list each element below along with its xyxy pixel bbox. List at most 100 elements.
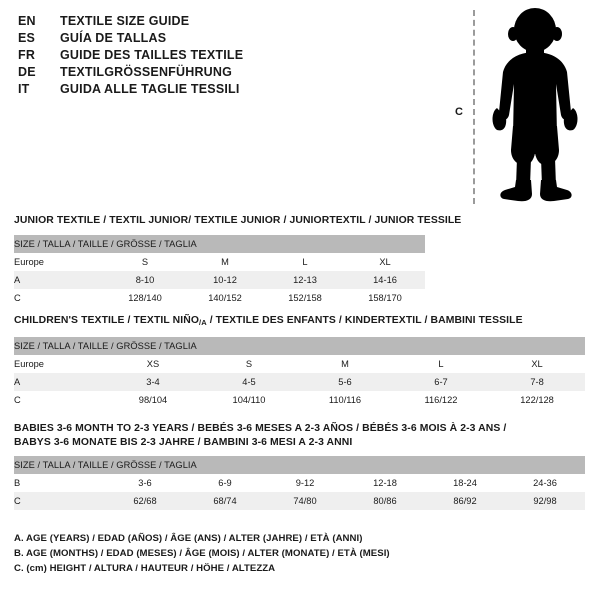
language-title-es: GUÍA DE TALLAS [60,31,167,45]
language-code-es: ES [18,31,36,45]
table-header-row: SIZE / TALLA / TAILLE / GRÖSSE / TAGLIA [14,336,586,355]
height-dashed-line [473,10,475,204]
cell-value: S [141,256,149,267]
section-junior: JUNIOR TEXTILE / TEXTIL JUNIOR/ TEXTILE … [14,214,461,307]
table-header-row: SIZE / TALLA / TAILLE / GRÖSSE / TAGLIA [14,456,586,474]
section-children: CHILDREN'S TEXTILE / TEXTIL NIÑO/A / TEX… [14,314,586,409]
cell-value: 18-24 [453,478,477,488]
table-row: Europe S M L XL [14,253,425,271]
language-title-it: GUIDA ALLE TAGLIE TESSILI [60,82,240,96]
cell-value: 3-4 [105,372,201,391]
children-title-post: / TEXTILE DES ENFANTS / KINDERTEXTIL / B… [206,315,523,326]
cell-value: 12-18 [373,478,397,488]
row-label: Europe [14,256,44,267]
language-title-fr: GUIDE DES TAILLES TEXTILE [60,48,244,62]
language-code-fr: FR [18,48,36,62]
cell-value: 24-36 [533,478,557,488]
cell-value: 92/98 [505,492,586,510]
cell-value: 10-12 [185,270,265,289]
table-row: B 3-6 6-9 9-12 12-18 18-24 24-36 [14,474,585,492]
cell-value: 14-16 [345,270,426,289]
cell-value: 4-5 [201,372,297,391]
row-label: B [14,478,21,488]
language-title-de: TEXTILGRÖSSENFÜHRUNG [60,65,233,79]
cell-value: 116/122 [424,394,458,405]
cell-value: XL [379,256,391,267]
section-babies-title: BABIES 3-6 MONTH TO 2-3 YEARS / BEBÉS 3-… [14,422,585,449]
babies-title-line2: BABYS 3-6 MONATE BIS 2-3 JAHRE / BAMBINI… [14,436,353,448]
language-header-block: EN TEXTILE SIZE GUIDE ES GUÍA DE TALLAS … [18,14,243,99]
table-row: A 8-10 10-12 12-13 14-16 [14,270,426,289]
row-label: Europe [14,358,44,369]
toddler-silhouette-icon [492,8,578,202]
language-row-de: DE TEXTILGRÖSSENFÜHRUNG [18,65,243,82]
cell-value: 104/110 [232,394,266,405]
cell-value: 140/152 [208,292,242,303]
row-label: C [14,292,21,303]
row-label: C [14,394,21,405]
cell-value: S [245,358,253,369]
legend-item-c: C. (cm) HEIGHT / ALTURA / HAUTEUR / HÖHE… [14,563,276,574]
junior-header-bar: SIZE / TALLA / TAILLE / GRÖSSE / TAGLIA [14,234,426,253]
table-row: C 128/140 140/152 152/158 158/170 [14,289,425,307]
cell-value: 8-10 [105,270,185,289]
row-label: A [14,270,105,289]
language-row-en: EN TEXTILE SIZE GUIDE [18,14,243,31]
children-header-bar: SIZE / TALLA / TAILLE / GRÖSSE / TAGLIA [14,336,586,355]
measurement-legend: A. AGE (YEARS) / EDAD (AÑOS) / ÂGE (ANS)… [14,531,390,576]
cell-value: 62/68 [105,492,185,510]
row-label: A [14,372,105,391]
language-row-fr: FR GUIDE DES TAILLES TEXTILE [18,48,243,65]
junior-size-table: SIZE / TALLA / TAILLE / GRÖSSE / TAGLIA … [14,234,426,307]
language-code-de: DE [18,65,36,79]
children-title-sub: /A [199,318,207,328]
cell-value: 68/74 [185,492,265,510]
section-babies: BABIES 3-6 MONTH TO 2-3 YEARS / BEBÉS 3-… [14,422,586,510]
cell-value: 6-9 [218,478,232,488]
cell-value: XL [531,358,543,369]
language-title-en: TEXTILE SIZE GUIDE [60,14,190,28]
cell-value: 86/92 [425,492,505,510]
cell-value: XS [146,358,160,369]
cell-value: L [438,358,444,369]
cell-value: M [341,358,349,369]
row-label: C [14,492,105,510]
cell-value: L [302,256,308,267]
language-row-it: IT GUIDA ALLE TAGLIE TESSILI [18,82,243,99]
cell-value: 6-7 [393,372,489,391]
table-header-row: SIZE / TALLA / TAILLE / GRÖSSE / TAGLIA [14,234,426,253]
babies-title-line1: BABIES 3-6 MONTH TO 2-3 YEARS / BEBÉS 3-… [14,423,507,434]
cell-value: 80/86 [345,492,425,510]
cell-value: 3-6 [138,478,152,488]
height-measure-label: C [455,106,463,118]
section-children-title: CHILDREN'S TEXTILE / TEXTIL NIÑO/A / TEX… [14,314,585,330]
language-code-en: EN [18,14,36,28]
table-row: C 62/68 68/74 74/80 80/86 86/92 92/98 [14,492,586,510]
section-junior-title: JUNIOR TEXTILE / TEXTIL JUNIOR/ TEXTILE … [14,215,462,226]
cell-value: 122/128 [520,394,554,405]
height-measure-figure: C [440,0,600,210]
cell-value: M [221,256,229,267]
babies-header-bar: SIZE / TALLA / TAILLE / GRÖSSE / TAGLIA [14,456,586,474]
legend-item-b: B. AGE (MONTHS) / EDAD (MESES) / ÂGE (MO… [14,548,390,559]
cell-value: 5-6 [297,372,393,391]
table-row: C 98/104 104/110 110/116 116/122 122/128 [14,391,585,409]
cell-value: 98/104 [138,394,168,405]
table-row: Europe XS S M L XL [14,355,585,373]
cell-value: 9-12 [295,478,315,488]
legend-item-a: A. AGE (YEARS) / EDAD (AÑOS) / ÂGE (ANS)… [14,533,363,544]
cell-value: 158/170 [368,292,402,303]
children-title-pre: CHILDREN'S TEXTILE / TEXTIL NIÑO [14,315,200,326]
cell-value: 152/158 [288,292,322,303]
cell-value: 12-13 [265,270,345,289]
table-row: A 3-4 4-5 5-6 6-7 7-8 [14,372,586,391]
language-code-it: IT [18,82,30,96]
babies-size-table: SIZE / TALLA / TAILLE / GRÖSSE / TAGLIA … [14,456,586,510]
cell-value: 110/116 [328,394,362,405]
cell-value: 74/80 [265,492,345,510]
cell-value: 7-8 [489,372,586,391]
language-row-es: ES GUÍA DE TALLAS [18,31,243,48]
cell-value: 128/140 [128,292,162,303]
children-size-table: SIZE / TALLA / TAILLE / GRÖSSE / TAGLIA … [14,336,586,409]
